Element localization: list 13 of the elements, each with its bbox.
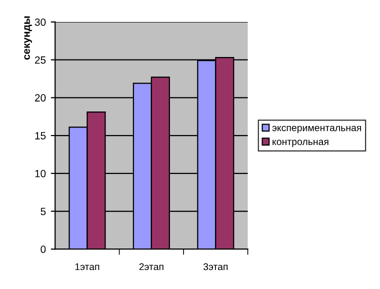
y-tick-label: 10 [35, 170, 46, 178]
legend-label: контрольная [272, 140, 328, 148]
y-tick-label: 0 [40, 246, 46, 253]
y-tick-label: 5 [40, 208, 46, 216]
y-tick-label: 15 [35, 132, 46, 140]
x-tick-label: 1этап [75, 263, 100, 270]
legend-label: экспериментальная [272, 126, 362, 134]
y-tick-label: 20 [35, 94, 46, 102]
x-tick-label: 3этап [203, 263, 228, 270]
y-tick-label: 25 [35, 56, 46, 64]
x-tick-label: 2этап [139, 263, 164, 270]
y-axis-title: секунды [24, 16, 32, 60]
y-tick-label: 30 [34, 18, 46, 26]
